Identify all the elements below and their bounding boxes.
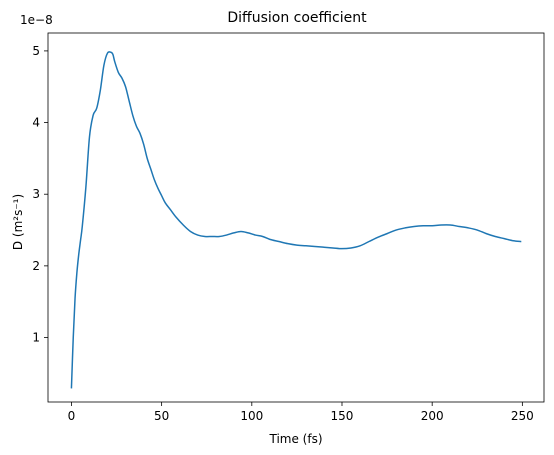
- y-tick-label: 3: [32, 187, 40, 201]
- x-tick-label: 150: [331, 409, 354, 423]
- axes-border: [47, 32, 545, 403]
- chart-title: Diffusion coefficient: [227, 10, 367, 26]
- y-tick-label: 4: [32, 116, 40, 130]
- x-tick-label: 250: [511, 409, 534, 423]
- series-line: [70, 51, 522, 389]
- axes-frame: [47, 32, 545, 403]
- x-tick-label: 0: [68, 409, 76, 423]
- y-axis-ticks: 1 2 3 4 5: [32, 44, 48, 345]
- y-tick-label: 5: [32, 44, 40, 58]
- x-axis-ticks: 0 50 100 150 200 250: [68, 402, 534, 423]
- y-tick-label: 1: [32, 331, 40, 345]
- y-offset-label: 1e−8: [20, 13, 53, 27]
- y-tick-label: 2: [32, 259, 40, 273]
- y-axis-label: D (m²s⁻¹): [11, 194, 25, 250]
- x-axis-label: Time (fs): [268, 432, 322, 446]
- x-tick-label: 100: [240, 409, 263, 423]
- x-tick-label: 50: [154, 409, 169, 423]
- series-layer: [70, 51, 522, 389]
- x-tick-label: 200: [421, 409, 444, 423]
